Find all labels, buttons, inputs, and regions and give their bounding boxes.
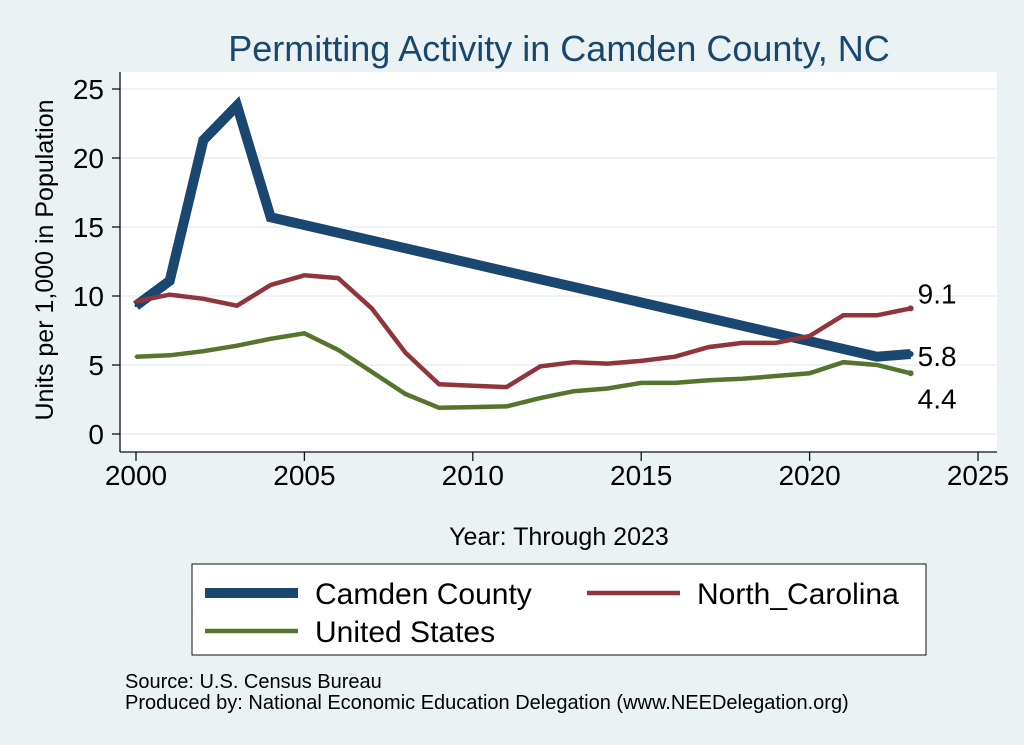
x-tick-label-2020: 2020 xyxy=(778,460,840,491)
data-point-united-states-2023 xyxy=(907,370,914,377)
legend-label-united-states: United States xyxy=(315,616,495,649)
x-tick-label-2010: 2010 xyxy=(442,460,504,491)
end-label-north-carolina: 9.1 xyxy=(918,278,957,309)
x-axis-title: Year: Through 2023 xyxy=(449,523,669,551)
data-point-north-carolina-2023 xyxy=(907,305,914,312)
series-line-united-states xyxy=(135,330,912,411)
producer-note: Produced by: National Economic Education… xyxy=(125,692,849,714)
data-point-north-carolina-2019 xyxy=(774,341,778,345)
data-point-north-carolina-2011 xyxy=(504,385,508,389)
data-point-united-states-2009 xyxy=(437,406,441,410)
data-point-united-states-2019 xyxy=(774,374,778,378)
legend: Camden County North_Carolina United Stat… xyxy=(191,563,927,656)
series xyxy=(133,96,914,411)
data-point-north-carolina-2002 xyxy=(201,297,205,301)
data-point-north-carolina-2021 xyxy=(841,313,845,317)
data-point-united-states-2007 xyxy=(370,370,374,374)
data-point-north-carolina-2007 xyxy=(370,306,374,310)
data-point-united-states-2000 xyxy=(134,355,138,359)
axes xyxy=(119,72,997,453)
data-point-north-carolina-2001 xyxy=(168,293,172,297)
plot-area xyxy=(120,72,997,452)
data-point-north-carolina-2018 xyxy=(740,341,744,345)
y-axis-title: Units per 1,000 in Population xyxy=(31,99,59,420)
legend-item-camden-county: Camden County xyxy=(205,578,532,611)
data-point-united-states-2002 xyxy=(201,349,205,353)
data-point-united-states-2013 xyxy=(572,389,576,393)
data-point-united-states-2015 xyxy=(639,381,643,385)
series-line-north-carolina xyxy=(135,273,912,390)
data-point-north-carolina-2022 xyxy=(875,313,879,317)
data-point-camden-county-2004 xyxy=(269,215,273,219)
data-point-north-carolina-2012 xyxy=(538,364,542,368)
data-point-united-states-2010 xyxy=(471,405,475,409)
data-point-camden-county-2000 xyxy=(134,304,138,308)
y-tick-label-15: 15 xyxy=(73,212,104,243)
data-point-united-states-2021 xyxy=(841,360,845,364)
data-point-north-carolina-2000 xyxy=(134,300,138,304)
data-point-north-carolina-2003 xyxy=(235,304,239,308)
data-point-united-states-2012 xyxy=(538,396,542,400)
end-label-united-states: 4.4 xyxy=(918,383,957,414)
x-tick-label-2005: 2005 xyxy=(273,460,335,491)
x-tick-label-2000: 2000 xyxy=(105,460,167,491)
data-point-united-states-2003 xyxy=(235,344,239,348)
y-tick-label-25: 25 xyxy=(73,74,104,105)
data-point-camden-county-2001 xyxy=(168,279,172,283)
data-point-camden-county-2023 xyxy=(907,350,914,357)
y-tick-label-10: 10 xyxy=(73,281,104,312)
series-united-states xyxy=(134,330,914,411)
legend-box xyxy=(191,563,927,656)
legend-label-north-carolina: North_Carolina xyxy=(697,578,899,611)
data-point-north-carolina-2016 xyxy=(673,355,677,359)
data-point-north-carolina-2013 xyxy=(572,360,576,364)
x-tick-label-2015: 2015 xyxy=(610,460,672,491)
series-north-carolina xyxy=(134,273,914,390)
y-tick-label-5: 5 xyxy=(88,350,104,381)
data-point-united-states-2008 xyxy=(403,392,407,396)
data-point-north-carolina-2006 xyxy=(336,276,340,280)
data-point-united-states-2001 xyxy=(168,353,172,357)
data-point-north-carolina-2009 xyxy=(437,382,441,386)
data-point-north-carolina-2005 xyxy=(302,273,306,277)
end-label-camden-county: 5.8 xyxy=(918,341,957,372)
data-point-north-carolina-2015 xyxy=(639,359,643,363)
legend-label-camden-county: Camden County xyxy=(315,578,532,611)
data-point-united-states-2005 xyxy=(302,331,306,335)
data-point-north-carolina-2017 xyxy=(707,345,711,349)
data-point-north-carolina-2014 xyxy=(606,362,610,366)
data-point-united-states-2016 xyxy=(673,381,677,385)
y-tick-label-20: 20 xyxy=(73,143,104,174)
series-camden-county xyxy=(133,96,914,362)
data-point-camden-county-2022 xyxy=(875,355,879,359)
data-point-united-states-2018 xyxy=(740,377,744,381)
data-point-united-states-2017 xyxy=(707,378,711,382)
data-point-north-carolina-2004 xyxy=(269,283,273,287)
data-point-united-states-2004 xyxy=(269,337,273,341)
data-point-united-states-2006 xyxy=(336,348,340,352)
notes: Source: U.S. Census Bureau Produced by: … xyxy=(125,671,849,714)
y-tick-label-0: 0 xyxy=(88,419,104,450)
data-point-united-states-2011 xyxy=(504,404,508,408)
source-note: Source: U.S. Census Bureau xyxy=(125,671,382,693)
legend-item-north-carolina: North_Carolina xyxy=(587,578,899,611)
data-point-north-carolina-2010 xyxy=(471,384,475,388)
data-point-north-carolina-2008 xyxy=(403,351,407,355)
data-point-camden-county-2003 xyxy=(235,104,239,108)
data-point-north-carolina-2020 xyxy=(808,334,812,338)
chart-title: Permitting Activity in Camden County, NC xyxy=(228,28,890,69)
data-point-united-states-2022 xyxy=(875,363,879,367)
x-tick-label-2025: 2025 xyxy=(947,460,1009,491)
data-point-united-states-2020 xyxy=(808,371,812,375)
data-labels: 5.8 9.1 4.4 xyxy=(918,278,957,414)
legend-item-united-states: United States xyxy=(205,616,495,649)
data-point-united-states-2014 xyxy=(606,386,610,390)
data-point-camden-county-2002 xyxy=(201,138,205,142)
